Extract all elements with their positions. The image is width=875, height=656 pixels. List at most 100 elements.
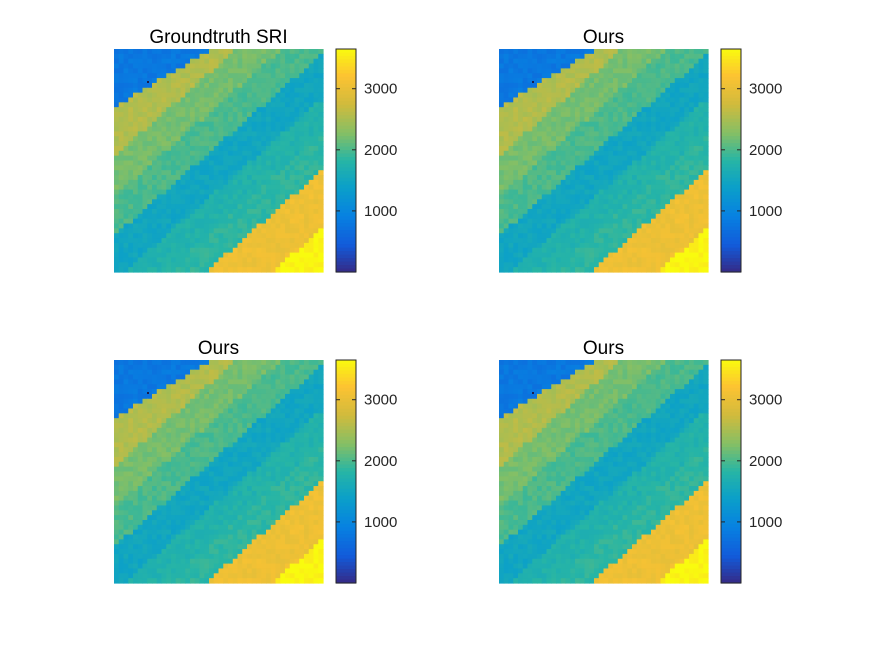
heatmap-cell [294, 374, 300, 380]
heatmap-cell [537, 175, 543, 181]
heatmap-cell [209, 379, 215, 385]
heatmap-cell [537, 150, 543, 157]
heatmap-cell [152, 252, 158, 259]
heatmap-cell [632, 78, 638, 84]
heatmap-cell [209, 68, 215, 74]
heatmap-cell [294, 121, 300, 128]
heatmap-cell [161, 374, 167, 380]
heatmap-cell [247, 160, 253, 166]
heatmap-cell [546, 223, 552, 229]
heatmap-cell [304, 389, 310, 395]
heatmap-cell [560, 170, 567, 176]
heatmap-cell [674, 112, 681, 118]
heatmap-cell [660, 73, 666, 79]
colorbar-segment [336, 157, 356, 162]
heatmap-cell [133, 252, 139, 259]
heatmap-cell [579, 223, 586, 229]
heatmap-cell [698, 247, 704, 254]
heatmap-cell [232, 223, 239, 229]
heatmap-cell [613, 49, 619, 55]
heatmap-cell [133, 403, 139, 410]
heatmap-cell [166, 155, 172, 162]
heatmap-cell [114, 82, 120, 89]
heatmap-cell [518, 141, 524, 147]
heatmap-cell [114, 189, 120, 196]
heatmap-cell [541, 204, 548, 210]
heatmap-cell [261, 155, 267, 162]
heatmap-cell [185, 121, 191, 128]
heatmap-cell [223, 242, 229, 249]
heatmap-cell [280, 437, 286, 444]
heatmap-cell [299, 398, 305, 405]
heatmap-cell [242, 116, 248, 123]
heatmap-cell [646, 87, 652, 94]
heatmap-cell [703, 126, 709, 133]
heatmap-cell [518, 68, 524, 74]
heatmap-cell [175, 73, 182, 79]
heatmap-cell [660, 160, 666, 166]
heatmap-cell [213, 175, 220, 181]
heatmap-cell [137, 413, 144, 419]
heatmap-cell [137, 204, 144, 210]
heatmap-cell [285, 73, 291, 79]
heatmap-cell [674, 53, 681, 60]
colorbar-segment [336, 184, 356, 189]
heatmap-cell [551, 63, 557, 69]
heatmap-cell [565, 160, 571, 166]
heatmap-cell [133, 121, 139, 128]
heatmap-cell [617, 102, 624, 108]
heatmap-cell [232, 437, 239, 444]
heatmap-cell [175, 150, 182, 157]
heatmap-cell [703, 87, 709, 94]
heatmap-cell [308, 218, 315, 225]
heatmap-cell [147, 112, 153, 118]
heatmap-cell [513, 204, 519, 210]
heatmap-cell [560, 58, 567, 65]
heatmap-cell [209, 189, 215, 196]
heatmap-cell [518, 194, 524, 200]
heatmap-cell [527, 82, 533, 89]
heatmap-cell [223, 126, 229, 133]
heatmap-cell [280, 160, 286, 166]
heatmap-cell [247, 199, 253, 205]
heatmap-cell [318, 379, 324, 385]
heatmap-cell [137, 112, 144, 118]
heatmap-cell [660, 223, 666, 229]
heatmap-cell [499, 121, 505, 128]
heatmap-cell [180, 267, 186, 273]
heatmap-cell [289, 189, 296, 196]
heatmap-cell [294, 437, 300, 444]
heatmap-cell [256, 82, 262, 89]
heatmap-cell [175, 379, 182, 385]
heatmap-cell [632, 213, 638, 220]
heatmap-cell [152, 82, 158, 89]
colorbar-segment [336, 244, 356, 249]
heatmap-cell [223, 141, 229, 147]
heatmap-cell [209, 184, 215, 191]
heatmap-cell [651, 68, 657, 74]
heatmap-cell [641, 63, 647, 69]
heatmap-cell [665, 160, 671, 166]
heatmap-cell [598, 199, 605, 205]
heatmap-cell [304, 131, 310, 137]
heatmap-cell [270, 360, 277, 366]
heatmap-cell [532, 49, 538, 55]
heatmap-cell [308, 73, 315, 79]
heatmap-cell [289, 194, 296, 200]
heatmap-cell [166, 194, 172, 200]
heatmap-cell [503, 267, 510, 273]
heatmap-cell [665, 242, 671, 249]
heatmap-cell [142, 82, 148, 89]
heatmap-cell [128, 242, 134, 249]
heatmap-cell [313, 150, 319, 157]
heatmap-cell [118, 398, 125, 405]
heatmap-cell [613, 116, 619, 123]
heatmap-cell [689, 136, 695, 142]
heatmap-cell [142, 73, 148, 79]
heatmap-cell [289, 87, 296, 94]
heatmap-cell [142, 413, 148, 419]
heatmap-cell [175, 126, 182, 133]
heatmap-cell [556, 175, 562, 181]
heatmap-cell [261, 179, 267, 186]
heatmap-cell [570, 87, 576, 94]
